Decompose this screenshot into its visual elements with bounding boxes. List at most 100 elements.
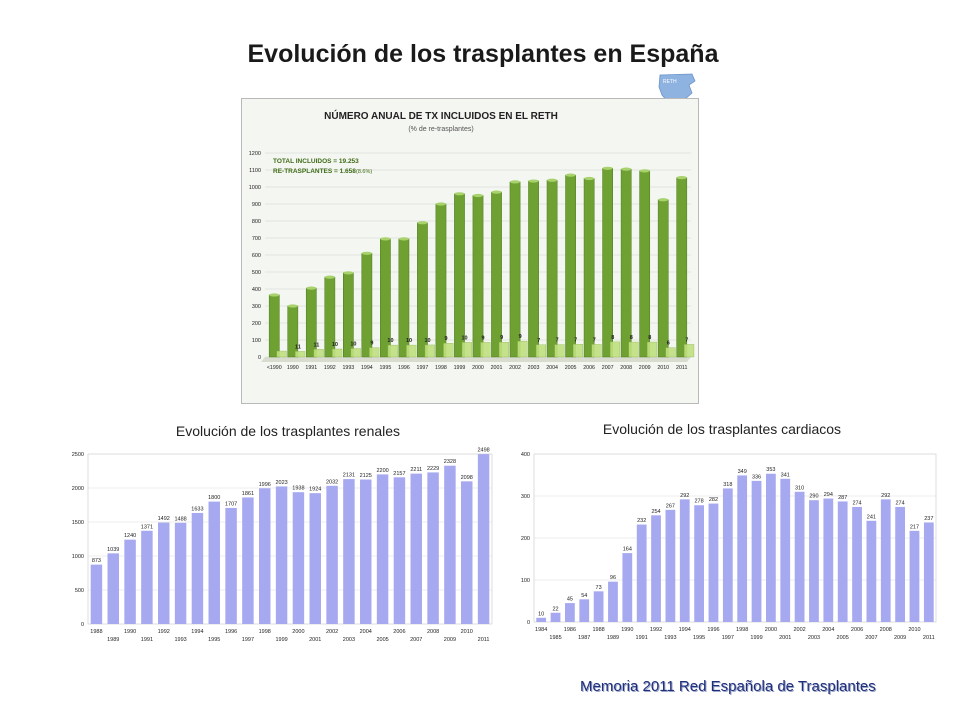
bar bbox=[477, 454, 490, 624]
x-tick-label: 1990 bbox=[621, 627, 633, 633]
bar-cap bbox=[454, 192, 465, 196]
data-label-pct: 10 bbox=[462, 335, 468, 341]
bar bbox=[565, 603, 575, 622]
bar-retx bbox=[369, 347, 380, 358]
data-label: 2498 bbox=[477, 448, 489, 454]
bar-total bbox=[583, 178, 595, 358]
map-label: RETH bbox=[663, 79, 677, 85]
annotation-retx-pct: (8.6%) bbox=[356, 169, 372, 175]
y-tick-label: 0 bbox=[258, 355, 261, 361]
bar bbox=[427, 472, 439, 624]
bar bbox=[751, 480, 762, 622]
cardiac-chart: 0 100 200 300 400 10 1984 22 1985 45 1986 54 1987 73 1… bbox=[521, 452, 937, 641]
data-label: 336 bbox=[752, 474, 761, 480]
x-tick-label: 2007 bbox=[410, 637, 422, 643]
x-tick-label: 1997 bbox=[417, 365, 429, 371]
bar-total bbox=[657, 199, 669, 358]
plot-area bbox=[87, 453, 493, 625]
data-label-pct: 11 bbox=[313, 342, 319, 348]
data-label: 2131 bbox=[343, 473, 355, 479]
bar-cap bbox=[602, 166, 613, 170]
x-tick-label: 1988 bbox=[90, 629, 102, 635]
x-tick-label: 1993 bbox=[342, 365, 354, 371]
bar bbox=[550, 612, 561, 622]
bar bbox=[225, 507, 237, 624]
x-tick-label: 1987 bbox=[578, 635, 590, 641]
x-tick-label: 1988 bbox=[592, 627, 604, 633]
data-label: 1039 bbox=[107, 547, 119, 553]
bar-retx bbox=[684, 344, 695, 358]
x-tick-label: 1998 bbox=[259, 629, 271, 635]
x-tick-label: 2010 bbox=[461, 629, 473, 635]
bar-cap bbox=[398, 237, 410, 241]
bar bbox=[823, 498, 834, 622]
x-tick-label: 2002 bbox=[509, 365, 521, 371]
bar-total bbox=[454, 193, 465, 358]
x-tick-label: 2002 bbox=[793, 627, 805, 633]
data-label: 292 bbox=[881, 493, 890, 499]
data-label: 1938 bbox=[292, 486, 304, 492]
y-tick-label: 200 bbox=[252, 321, 261, 327]
bar-retx bbox=[443, 343, 454, 358]
x-tick-label: 2005 bbox=[837, 635, 849, 641]
bar bbox=[158, 522, 170, 624]
x-tick-label: 1993 bbox=[174, 637, 186, 643]
bar-cap bbox=[546, 178, 558, 182]
data-label: 2023 bbox=[275, 480, 287, 486]
x-tick-label: 2011 bbox=[676, 365, 687, 371]
x-tick-label: 2004 bbox=[822, 627, 834, 633]
data-label-pct: 10 bbox=[406, 338, 412, 344]
x-tick-label: 1992 bbox=[650, 627, 662, 633]
spain-map-icon: RETH bbox=[658, 73, 696, 103]
data-label: 45 bbox=[567, 597, 573, 603]
bar bbox=[866, 520, 877, 622]
y-tick-label: 500 bbox=[75, 588, 84, 594]
bar-retx bbox=[609, 341, 621, 358]
bar bbox=[141, 530, 153, 624]
bar bbox=[909, 530, 920, 622]
bar-retx bbox=[332, 348, 343, 358]
data-label-pct: 10 bbox=[424, 338, 430, 344]
bar-cap bbox=[306, 286, 317, 290]
bar-cap bbox=[658, 198, 669, 202]
x-tick-label: 2006 bbox=[583, 365, 595, 371]
bar-cap bbox=[528, 179, 539, 183]
data-label-pct: 9 bbox=[500, 335, 503, 341]
data-label-pct: 9 bbox=[482, 335, 485, 341]
bar bbox=[679, 499, 690, 622]
x-tick-label: 2004 bbox=[546, 365, 558, 371]
data-label: 2032 bbox=[326, 479, 338, 485]
bar bbox=[275, 486, 288, 624]
bar-cap bbox=[417, 221, 428, 225]
data-label: 73 bbox=[596, 585, 602, 591]
x-tick-label: 2009 bbox=[894, 635, 906, 641]
bar bbox=[794, 491, 805, 622]
y-tick-label: 1200 bbox=[249, 151, 261, 157]
bar-retx bbox=[554, 344, 565, 358]
data-label-pct: 9 bbox=[370, 341, 373, 347]
data-label: 1800 bbox=[208, 495, 220, 501]
data-label-pct: 9 bbox=[445, 336, 448, 342]
bar bbox=[608, 581, 618, 622]
y-tick-label: 1000 bbox=[249, 185, 261, 191]
y-tick-label: 400 bbox=[521, 452, 530, 458]
x-tick-label: 1991 bbox=[636, 635, 648, 641]
bar-total bbox=[268, 294, 280, 358]
y-tick-label: 1100 bbox=[249, 168, 261, 174]
x-tick-label: 2001 bbox=[309, 637, 321, 643]
data-label: 1861 bbox=[242, 491, 254, 497]
bar bbox=[343, 479, 355, 624]
x-tick-label: 2006 bbox=[851, 627, 863, 633]
data-label: 349 bbox=[738, 469, 747, 475]
bar bbox=[309, 493, 321, 624]
x-tick-label: 1984 bbox=[535, 627, 547, 633]
bar bbox=[376, 474, 389, 624]
bar bbox=[326, 485, 338, 624]
data-label-pct: 9 bbox=[519, 334, 522, 340]
data-label: 1371 bbox=[141, 524, 153, 530]
data-label: 282 bbox=[709, 497, 718, 503]
bar bbox=[636, 524, 647, 622]
x-tick-label: 1999 bbox=[454, 365, 466, 371]
x-tick-label: 2011 bbox=[478, 637, 490, 643]
x-tick-label: 1995 bbox=[379, 365, 391, 371]
